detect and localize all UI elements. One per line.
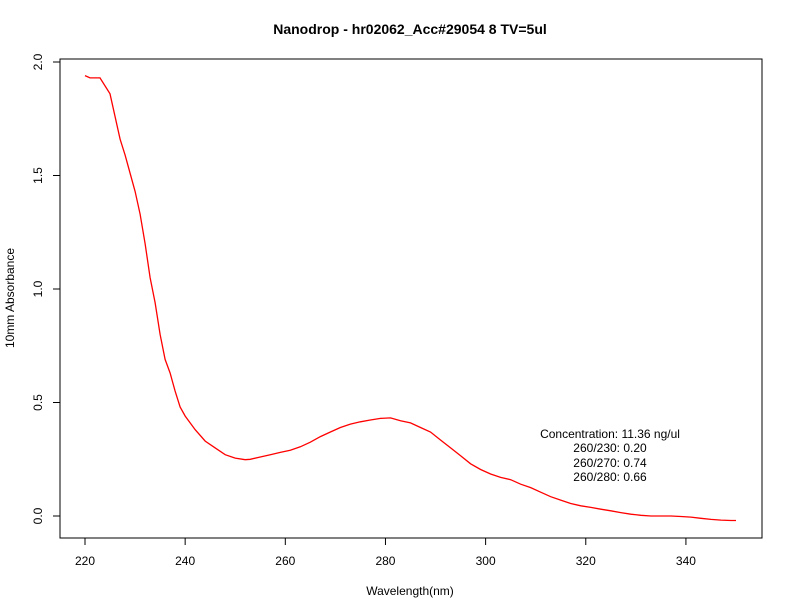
x-tick-label: 300 bbox=[476, 554, 496, 568]
x-axis: 220 240 260 280 300 320 340 bbox=[75, 537, 696, 568]
x-tick-label: 240 bbox=[175, 554, 195, 568]
chart-title: Nanodrop - hr02062_Acc#29054 8 TV=5ul bbox=[273, 21, 547, 37]
y-tick-label: 1.5 bbox=[31, 167, 45, 184]
ratio-260-280-text: 260/280: 0.66 bbox=[573, 470, 647, 484]
ratio-260-230-text: 260/230: 0.20 bbox=[573, 441, 647, 455]
concentration-annotation: Concentration: 11.36 ng/ul 260/230: 0.20… bbox=[540, 427, 680, 484]
ratio-260-270-text: 260/270: 0.74 bbox=[573, 456, 647, 470]
y-tick-label: 1.0 bbox=[31, 280, 45, 297]
y-tick-label: 0.0 bbox=[31, 507, 45, 524]
y-axis: 0.0 0.5 1.0 1.5 2.0 bbox=[31, 53, 61, 524]
absorbance-series-line bbox=[84, 75, 736, 522]
plot-frame bbox=[59, 58, 763, 539]
x-tick-label: 260 bbox=[275, 554, 295, 568]
x-tick-label: 220 bbox=[75, 554, 95, 568]
x-tick-label: 340 bbox=[676, 554, 696, 568]
y-tick-label: 0.5 bbox=[31, 394, 45, 411]
concentration-text: Concentration: 11.36 ng/ul bbox=[540, 427, 680, 441]
x-axis-label: Wavelength(nm) bbox=[366, 584, 454, 598]
y-tick-label: 2.0 bbox=[31, 53, 45, 70]
y-axis-label: 10mm Absorbance bbox=[3, 248, 17, 348]
x-tick-label: 320 bbox=[576, 554, 596, 568]
x-tick-label: 280 bbox=[375, 554, 395, 568]
